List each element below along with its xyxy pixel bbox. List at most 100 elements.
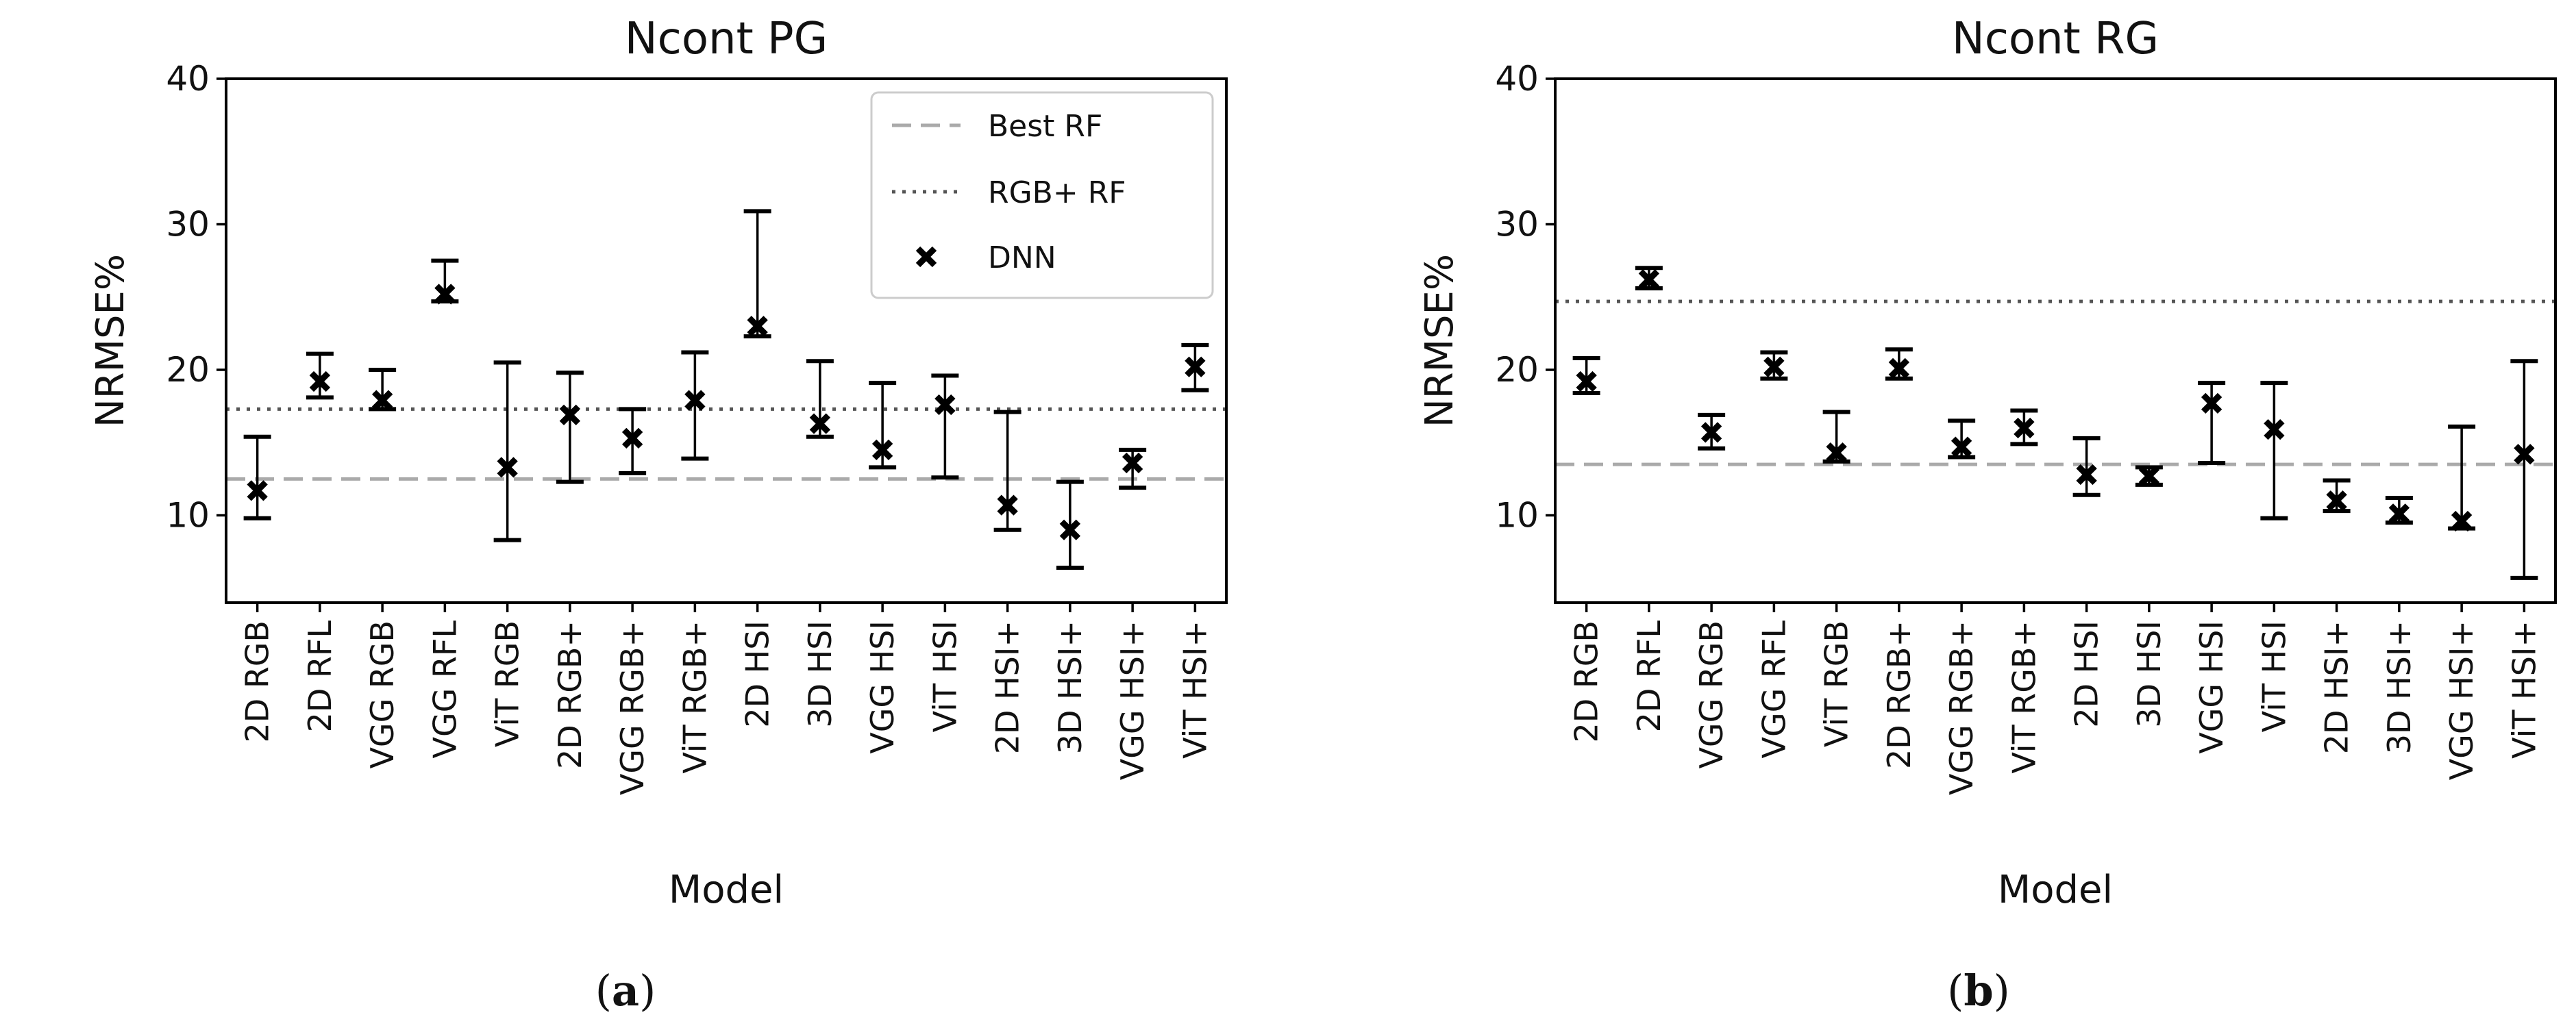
chart-panel-1: Ncont PG 10 20 30 40 NRMSE% 2D RGB 2D RFL VGG RG… [88,14,1228,1016]
dnn-marker [997,494,1018,516]
dnn-marker [1888,357,1910,379]
legend-entry-label: RGB+ RF [988,175,1126,210]
dnn-marker [1700,422,1722,443]
data-point-13 [993,410,1021,532]
dnn-marker [371,390,393,411]
data-point-9 [2072,436,2101,497]
dnn-marker [1638,269,1660,290]
dnn-marker [621,427,643,449]
x-tick-label: 2D HSI+ [989,620,1026,754]
y-axis-label: NRMSE% [1417,254,1462,427]
x-tick-label: VGG RFL [1755,620,1792,759]
x-tick-label: VGG HSI+ [2443,620,2480,780]
chart-title: Ncont PG [625,14,828,64]
data-point-3 [1698,412,1726,451]
x-tick-label: ViT RGB [489,620,526,747]
dnn-marker [559,404,581,426]
data-point-10 [806,359,834,439]
x-tick-label: VGG RGB [1693,620,1730,769]
data-point-14 [1056,479,1084,570]
dnn-marker [1185,356,1206,377]
dnn-marker [2388,503,2410,525]
x-tick-label: ViT RGB [1818,620,1855,747]
plot-area-frame [1554,77,2557,604]
data-point-7 [1948,418,1976,460]
dnn-marker [1122,452,1143,474]
data-point-15 [2448,424,2476,532]
panel-caption: (b) [1947,966,2010,1016]
dnn-marker [434,284,456,305]
dnn-marker [2264,418,2285,440]
dnn-marker [1950,436,1972,457]
dnn-marker [247,480,268,501]
data-point-2 [306,351,334,400]
x-tick-label: VGG HSI [864,620,901,754]
x-tick-label: 3D HSI [802,620,839,728]
data-point-12 [2260,381,2288,520]
y-tick-label: 30 [1495,205,1539,244]
data-point-8 [681,350,709,461]
dnn-marker [1576,370,1597,392]
legend-swatch-dnn [915,246,937,268]
x-tick-label: VGG HSI [2193,620,2230,754]
chart-title: Ncont RG [1952,14,2159,64]
data-point-16 [2510,359,2538,580]
dnn-marker [2201,392,2222,414]
dnn-marker [2014,417,2035,439]
dnn-marker [1059,519,1081,540]
x-tick-label: ViT HSI [926,620,963,732]
x-tick-label: 3D HSI [2131,620,2168,728]
dnn-marker [497,457,518,478]
data-point-13 [2323,478,2351,514]
data-point-12 [931,373,959,480]
x-axis-label: Model [669,868,784,912]
legend-box [870,91,1214,299]
y-axis-label: NRMSE% [88,254,133,427]
data-point-6 [556,370,584,484]
dnn-marker [1826,442,1847,464]
data-point-1 [243,434,271,520]
x-tick-label: VGG RGB [364,620,401,769]
data-point-15 [1119,447,1147,490]
data-point-8 [2010,408,2038,447]
y-tick-label: 10 [166,496,210,536]
x-tick-label: VGG RFL [426,620,463,759]
y-tick-label: 10 [1495,496,1539,536]
data-point-4 [431,258,459,305]
plot-area-frame [225,77,1228,604]
x-tick-label: 2D RGB+ [1881,620,1918,769]
x-tick-label: ViT RGB+ [676,620,713,774]
x-tick-label: 2D RFL [301,620,338,733]
data-point-11 [2198,381,2226,465]
x-tick-label: 2D RFL [1631,620,1668,733]
dnn-marker [1763,356,1785,377]
x-tick-label: 2D RGB+ [552,620,589,769]
dnn-marker [2138,465,2160,487]
data-point-14 [2385,496,2413,525]
x-tick-label: ViT HSI+ [1176,620,1213,759]
dnn-marker [684,390,706,411]
x-tick-label: ViT HSI+ [2505,620,2542,759]
dnn-marker [309,370,331,392]
dnn-marker [2076,464,2097,486]
data-point-10 [2135,465,2163,487]
data-point-5 [1822,410,1850,464]
y-tick-label: 40 [166,59,210,99]
x-axis-label: Model [1998,868,2113,912]
legend: Best RF RGB+ RF DNN [870,91,1214,299]
data-point-16 [1181,342,1209,392]
x-tick-label: VGG HSI+ [1114,620,1151,780]
legend-entry-label: Best RF [988,109,1102,144]
dnn-marker [2326,490,2347,512]
x-tick-label: 2D HSI+ [2318,620,2355,754]
x-tick-label: 2D RGB [1568,620,1605,742]
dnn-marker [809,413,831,434]
dnn-marker [747,316,768,337]
x-tick-label: 2D HSI [739,620,776,728]
data-point-3 [369,368,397,412]
x-tick-label: 2D RGB [239,620,276,742]
data-point-6 [1885,347,1913,381]
x-tick-label: VGG RGB+ [1943,620,1980,795]
legend-entry-label: DNN [988,240,1056,275]
